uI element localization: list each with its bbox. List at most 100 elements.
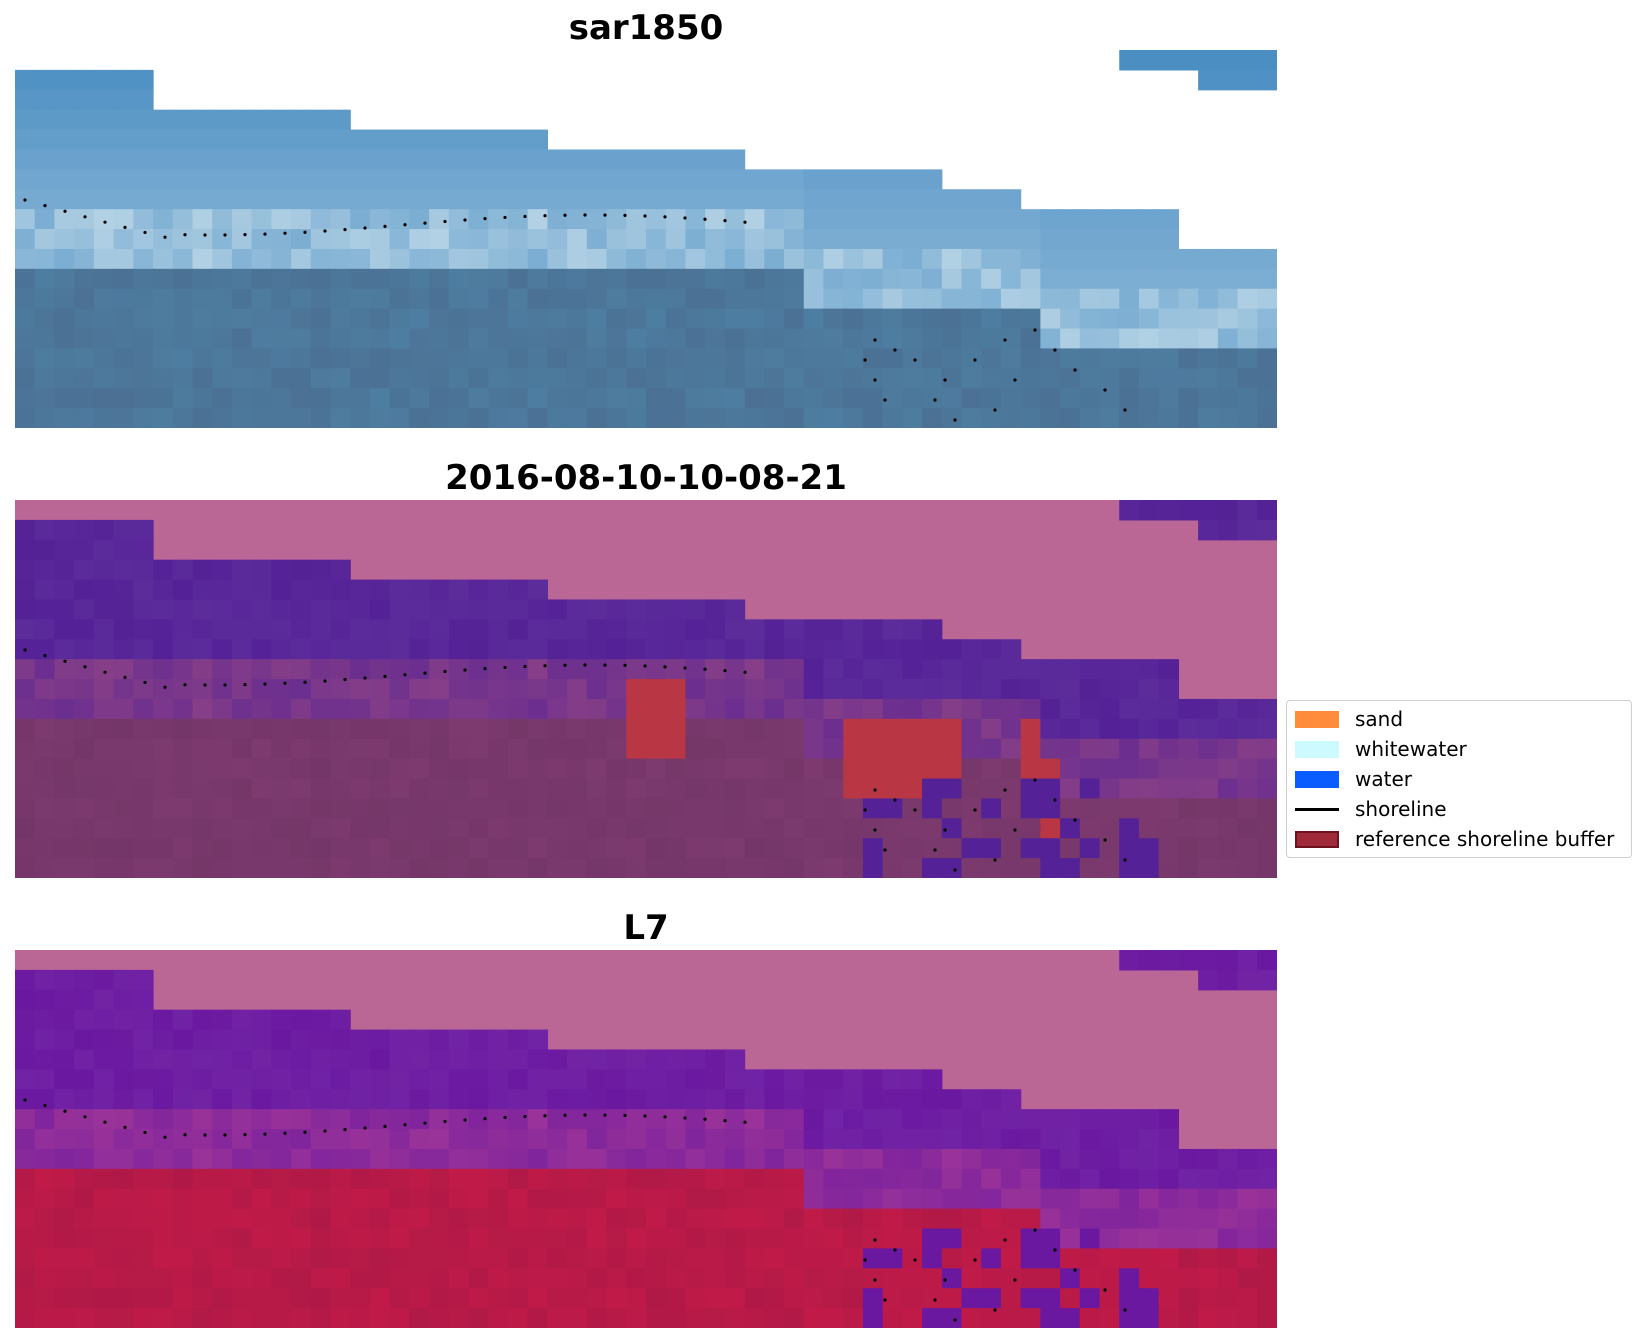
raster-pixel — [1198, 408, 1219, 428]
raster-pixel — [192, 368, 213, 389]
raster-pixel — [547, 679, 568, 700]
raster-pixel — [429, 1129, 450, 1150]
raster-pixel — [1099, 209, 1120, 230]
shoreline-dot — [993, 858, 997, 862]
raster-pixel — [74, 818, 95, 839]
shoreline-dot — [1123, 858, 1127, 862]
raster-pixel — [133, 619, 154, 640]
raster-pixel — [271, 1268, 292, 1289]
raster-pixel — [1257, 950, 1277, 971]
raster-pixel — [34, 599, 56, 620]
raster-pixel — [803, 408, 825, 428]
raster-pixel — [231, 248, 253, 270]
raster-pixel — [547, 778, 568, 800]
raster-pixel — [468, 388, 489, 409]
raster-pixel — [34, 69, 56, 91]
raster-pixel — [271, 798, 292, 819]
raster-pixel — [448, 718, 470, 740]
raster-pixel — [133, 1109, 154, 1130]
raster-pixel — [507, 818, 529, 839]
shoreline-dot — [913, 808, 917, 812]
raster-pixel — [1000, 758, 1022, 780]
raster-pixel — [34, 1089, 56, 1110]
raster-pixel — [567, 698, 588, 720]
raster-pixel — [882, 368, 903, 389]
raster-pixel — [330, 718, 351, 740]
raster-pixel — [922, 209, 943, 230]
raster-pixel — [310, 149, 332, 170]
raster-pixel — [1198, 798, 1219, 819]
raster-pixel — [784, 388, 805, 409]
raster-pixel — [212, 308, 233, 330]
raster-pixel — [922, 248, 943, 270]
raster-pixel — [231, 288, 253, 310]
raster-pixel — [685, 368, 706, 389]
raster-pixel — [468, 368, 489, 389]
raster-pixel — [1257, 838, 1277, 859]
raster-pixel — [310, 1029, 332, 1051]
raster-pixel — [843, 858, 864, 878]
raster-pixel — [547, 288, 568, 310]
raster-pixel — [54, 579, 75, 601]
raster-pixel — [251, 1069, 272, 1090]
raster-pixel — [823, 388, 844, 409]
raster-pixel — [744, 308, 765, 330]
raster-pixel — [922, 659, 943, 680]
raster-pixel — [1020, 1148, 1041, 1170]
raster-pixel — [1257, 328, 1277, 350]
raster-pixel — [646, 1089, 667, 1110]
raster-pixel — [626, 659, 647, 680]
raster-pixel — [724, 818, 746, 839]
raster-pixel — [1138, 1109, 1160, 1130]
raster-pixel — [468, 328, 489, 350]
raster-pixel — [705, 1228, 726, 1250]
raster-pixel — [330, 328, 351, 350]
raster-pixel — [369, 1188, 391, 1210]
raster-pixel — [172, 718, 194, 740]
raster-pixel — [1257, 698, 1277, 720]
raster-pixel — [764, 1089, 785, 1110]
raster-pixel — [15, 129, 36, 151]
raster-pixel — [586, 189, 608, 210]
raster-pixel — [291, 1248, 312, 1269]
raster-pixel — [764, 679, 785, 700]
raster-pixel — [1000, 229, 1022, 250]
raster-pixel — [862, 778, 884, 800]
raster-pixel — [764, 368, 785, 389]
raster-pixel — [1020, 1168, 1041, 1190]
raster-pixel — [626, 1268, 647, 1289]
raster-pixel — [172, 559, 194, 581]
raster-pixel — [93, 248, 115, 270]
raster-pixel — [1000, 778, 1022, 800]
shoreline-dot — [103, 1120, 107, 1124]
raster-pixel — [961, 679, 982, 700]
raster-pixel — [724, 328, 746, 350]
raster-pixel — [468, 169, 489, 190]
raster-pixel — [212, 368, 233, 389]
raster-pixel — [646, 1308, 667, 1328]
raster-pixel — [567, 1248, 588, 1269]
raster-pixel — [251, 579, 272, 601]
raster-pixel — [350, 659, 371, 680]
raster-pixel — [310, 1288, 332, 1309]
raster-pixel — [1138, 1288, 1160, 1309]
raster-pixel — [1079, 679, 1101, 700]
raster-pixel — [429, 798, 450, 819]
panel-rgb-image — [15, 50, 1277, 428]
raster-pixel — [1020, 698, 1041, 720]
raster-pixel — [527, 858, 549, 878]
raster-pixel — [803, 1228, 825, 1250]
raster-pixel — [665, 659, 687, 680]
raster-pixel — [902, 758, 923, 780]
shoreline-dot — [343, 1127, 347, 1132]
shoreline-dot — [863, 808, 867, 812]
raster-pixel — [113, 758, 134, 780]
raster-pixel — [93, 368, 115, 389]
raster-pixel — [1237, 248, 1258, 270]
raster-pixel — [665, 718, 687, 740]
raster-pixel — [212, 818, 233, 839]
raster-pixel — [1099, 818, 1120, 839]
raster-pixel — [369, 229, 391, 250]
raster-pixel — [1158, 1248, 1180, 1269]
raster-pixel — [369, 169, 391, 190]
